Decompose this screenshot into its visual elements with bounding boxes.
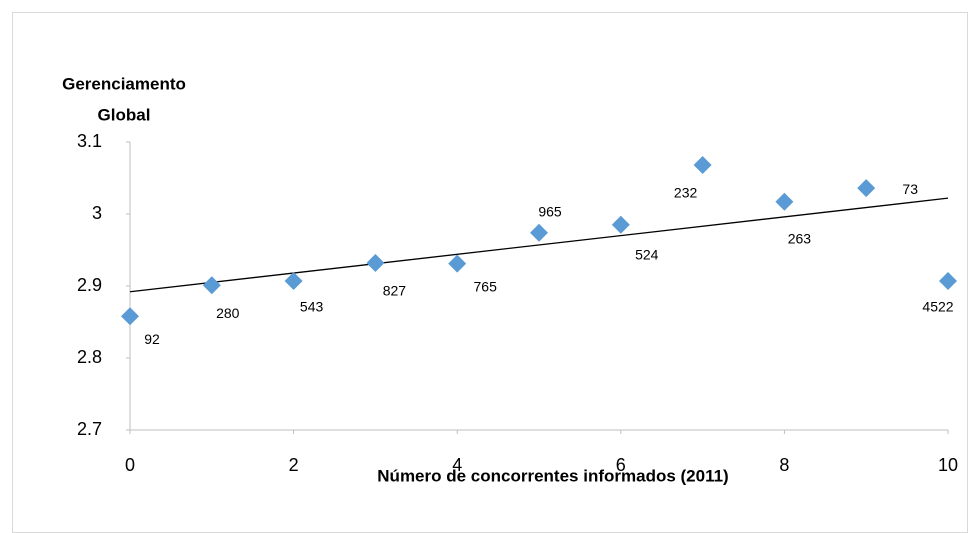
- x-tick-label: 6: [616, 455, 626, 475]
- point-label: 280: [216, 305, 240, 321]
- point-label: 232: [674, 185, 698, 201]
- point: [939, 271, 957, 290]
- y-tick-label: 2.7: [77, 419, 102, 439]
- point-label: 73: [902, 181, 918, 197]
- point: [121, 307, 139, 326]
- point: [693, 156, 712, 175]
- y-axis-label: Global: [98, 105, 151, 124]
- point: [202, 276, 221, 295]
- point: [775, 192, 794, 211]
- point-label: 827: [383, 283, 407, 299]
- point: [530, 223, 548, 242]
- trendline: [129, 197, 949, 293]
- y-tick-label: 2.8: [77, 347, 102, 367]
- x-tick-label: 2: [289, 455, 299, 475]
- point-label: 765: [474, 278, 498, 294]
- point-label: 4522: [922, 299, 953, 315]
- x-tick-label: 10: [938, 455, 958, 475]
- point-label: 524: [635, 247, 659, 263]
- x-tick-label: 4: [452, 455, 462, 475]
- point-label: 543: [300, 299, 324, 315]
- x-tick-label: 0: [125, 455, 135, 475]
- point-label: 92: [144, 331, 160, 347]
- x-axis-label: Número de concorrentes informados (2011): [377, 466, 728, 485]
- point: [448, 254, 467, 273]
- point-label: 965: [538, 203, 562, 219]
- y-tick-label: 3: [92, 203, 102, 223]
- x-tick-label: 8: [779, 455, 789, 475]
- point-label: 263: [788, 230, 812, 246]
- y-axis-label: Gerenciamento: [62, 74, 186, 93]
- y-tick-label: 2.9: [77, 275, 102, 295]
- point: [284, 271, 303, 290]
- point: [366, 253, 385, 272]
- y-tick-label: 3.1: [77, 131, 102, 151]
- point: [611, 215, 630, 234]
- point: [857, 179, 876, 198]
